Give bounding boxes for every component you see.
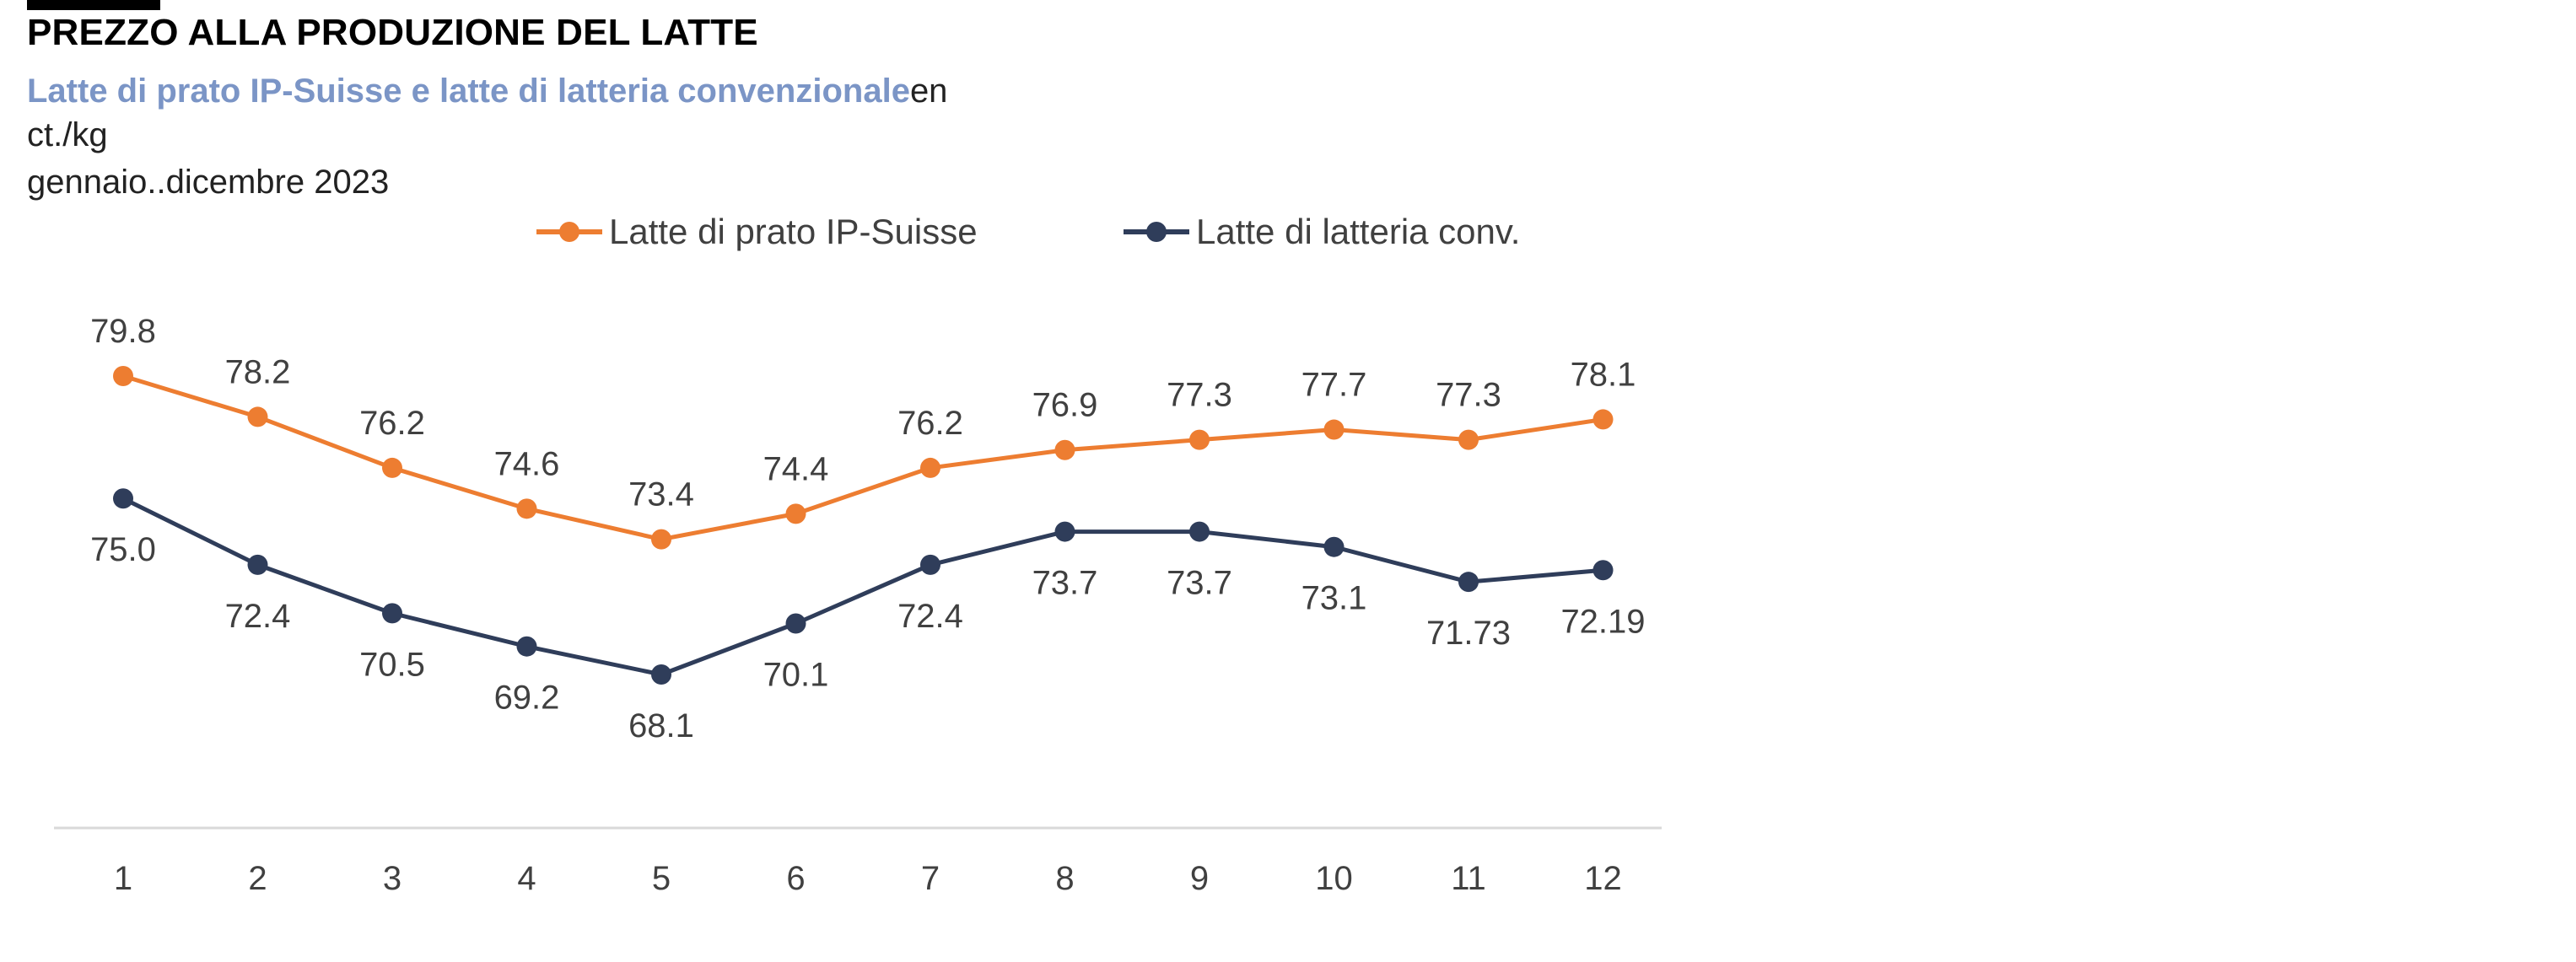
title-accent-bar <box>27 0 160 10</box>
data-point <box>1458 429 1479 450</box>
data-label: 73.1 <box>1301 580 1367 617</box>
data-label: 70.5 <box>359 646 425 683</box>
data-point <box>1592 560 1614 581</box>
data-label: 72.4 <box>897 598 963 635</box>
data-point <box>516 636 537 657</box>
legend-label: Latte di latteria conv. <box>1196 212 1520 251</box>
data-label: 72.4 <box>225 598 291 635</box>
series-2: 75.0 72.4 70.5 69.2 68.1 70.1 72.4 73.7 73.7 73.1… <box>90 488 1646 744</box>
x-tick-label: 7 <box>921 860 940 897</box>
series-line <box>122 374 1603 542</box>
data-label: 70.1 <box>763 656 829 693</box>
data-label: 78.2 <box>225 353 291 390</box>
chart-unit: ct./kg <box>27 116 108 153</box>
data-label: 73.7 <box>1167 565 1232 602</box>
data-label: 74.4 <box>763 450 829 487</box>
data-point <box>113 488 133 509</box>
data-point <box>1592 409 1614 430</box>
data-label: 78.1 <box>1571 356 1636 393</box>
legend-swatch-marker <box>1146 222 1167 242</box>
series-layer: 79.8 78.2 76.2 74.6 73.4 74.4 76.2 76.9 77.3 77.7… <box>90 313 1645 744</box>
x-tick-label: 6 <box>786 860 805 897</box>
chart-subtitle: Latte di prato IP-Suisse e latte di latt… <box>27 67 947 115</box>
legend-swatch-marker <box>559 222 579 242</box>
data-label: 73.7 <box>1032 565 1098 602</box>
data-point <box>920 554 940 575</box>
data-point <box>785 613 806 634</box>
data-label: 77.3 <box>1436 377 1501 414</box>
data-point <box>1189 521 1210 542</box>
data-label: 76.2 <box>359 405 425 442</box>
x-tick-label: 12 <box>1584 860 1622 897</box>
data-point <box>920 457 940 478</box>
subtitle-highlight: Latte di prato IP-Suisse e latte di latt… <box>27 73 910 110</box>
data-point <box>1054 521 1075 542</box>
data-label: 68.1 <box>628 707 694 744</box>
x-tick-label: 3 <box>383 860 401 897</box>
x-tick-label: 9 <box>1190 860 1209 897</box>
data-label: 69.2 <box>494 680 560 717</box>
data-point <box>651 529 671 550</box>
data-label: 71.73 <box>1426 615 1511 652</box>
data-point <box>247 554 268 575</box>
data-point <box>651 664 671 685</box>
data-label: 77.7 <box>1301 367 1367 404</box>
data-point <box>1323 536 1345 557</box>
x-tick-label: 2 <box>248 860 267 897</box>
data-label: 72.19 <box>1560 603 1645 640</box>
x-axis-ticks: 1 2 3 4 5 6 7 8 9 10 11 12 <box>114 860 1622 897</box>
x-tick-label: 10 <box>1315 860 1353 897</box>
chart-legend: Latte di prato IP-Suisse Latte di latteri… <box>536 212 1520 251</box>
data-point <box>1189 429 1210 450</box>
data-point <box>382 603 402 624</box>
legend-item: Latte di latteria conv. <box>1124 212 1520 251</box>
data-label: 75.0 <box>90 531 156 568</box>
data-point <box>785 503 806 524</box>
chart-title: PREZZO ALLA PRODUZIONE DEL LATTE <box>27 12 758 53</box>
data-label: 76.9 <box>1032 387 1098 424</box>
x-tick-label: 5 <box>652 860 671 897</box>
data-label: 73.4 <box>628 476 694 513</box>
data-point <box>247 406 268 427</box>
legend-item: Latte di prato IP-Suisse <box>536 212 978 251</box>
data-label: 74.6 <box>494 445 560 482</box>
data-point <box>382 457 402 478</box>
data-point <box>1054 439 1075 460</box>
data-point <box>516 498 537 519</box>
subtitle-suffix: en <box>909 73 948 110</box>
data-point <box>1458 572 1479 593</box>
data-label: 76.2 <box>897 405 963 442</box>
data-label: 77.3 <box>1167 377 1232 414</box>
data-point <box>1323 419 1345 440</box>
data-point <box>113 366 133 386</box>
data-label: 79.8 <box>90 313 156 350</box>
x-tick-label: 1 <box>114 860 132 897</box>
series-line <box>121 496 1603 677</box>
x-tick-label: 4 <box>517 860 536 897</box>
chart-period: gennaio..dicembre 2023 <box>27 164 390 201</box>
series-1: 79.8 78.2 76.2 74.6 73.4 74.4 76.2 76.9 77.3 77.7… <box>90 313 1636 550</box>
x-tick-label: 11 <box>1451 860 1486 897</box>
x-tick-label: 8 <box>1055 860 1074 897</box>
legend-label: Latte di prato IP-Suisse <box>609 212 978 251</box>
